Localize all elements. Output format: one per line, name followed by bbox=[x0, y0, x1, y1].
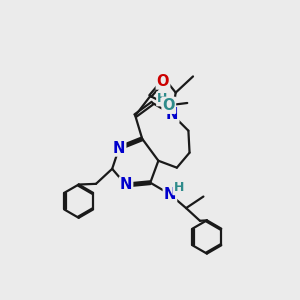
Text: H: H bbox=[157, 92, 167, 105]
Text: N: N bbox=[120, 178, 132, 193]
Text: N: N bbox=[164, 187, 176, 202]
Text: N: N bbox=[113, 140, 125, 155]
Text: H: H bbox=[173, 181, 184, 194]
Text: N: N bbox=[166, 107, 178, 122]
Text: O: O bbox=[157, 74, 169, 88]
Text: O: O bbox=[163, 98, 175, 113]
